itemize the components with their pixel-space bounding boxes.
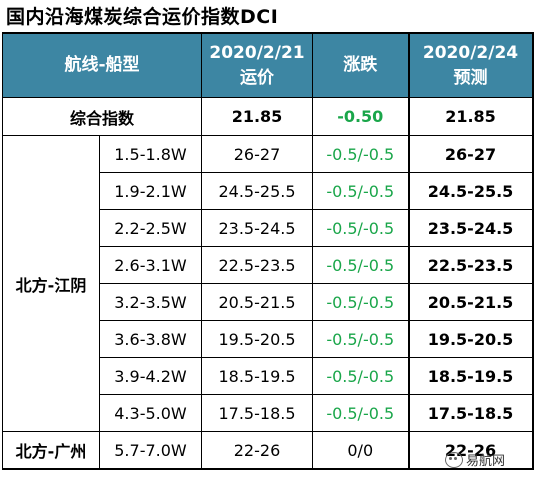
change-value: -0.5/-0.5: [312, 246, 409, 284]
change-value: -0.5/-0.5: [312, 209, 409, 247]
table-row: 2.2-2.5W 23.5-24.5 -0.5/-0.5 23.5-24.5: [3, 209, 534, 247]
price-range: 22.5-23.5: [201, 246, 313, 284]
composite-price: 21.85: [201, 97, 313, 136]
header-date2-sub: 预测: [453, 67, 488, 88]
price-range: 20.5-21.5: [201, 283, 313, 321]
header-date1: 2020/2/21 运价: [201, 32, 313, 98]
watermark-text: 易航网: [466, 454, 506, 469]
header-change: 涨跌: [312, 32, 409, 98]
forecast-value: 20.5-21.5: [407, 283, 534, 321]
table-row: 4.3-5.0W 17.5-18.5 -0.5/-0.5 17.5-18.5: [3, 394, 534, 432]
composite-forecast: 21.85: [407, 97, 534, 136]
price-range: 19.5-20.5: [201, 320, 313, 358]
price-range: 22-26: [201, 431, 313, 470]
header-date2-value: 2020/2/24: [422, 42, 519, 63]
forecast-value: 23.5-24.5: [407, 209, 534, 247]
price-range: 18.5-19.5: [201, 357, 313, 395]
ship-size: 1.5-1.8W: [99, 135, 202, 173]
change-value: -0.5/-0.5: [312, 320, 409, 358]
ship-size: 2.6-3.1W: [99, 246, 202, 284]
table-row: 北方-江阴 1.5-1.8W 26-27 -0.5/-0.5 26-27: [2, 135, 534, 432]
ship-size: 2.2-2.5W: [99, 209, 202, 247]
forecast-value: 19.5-20.5: [407, 320, 534, 358]
route-label: 北方-广州: [2, 431, 100, 470]
price-range: 26-27: [201, 135, 313, 173]
forecast-value: 22.5-23.5: [407, 246, 534, 284]
watermark: 易航网: [445, 450, 505, 469]
freight-index-table: 航线-船型 2020/2/21 运价 涨跌 2020/2/24 预测 综合指数 …: [2, 32, 534, 470]
forecast-value: 24.5-25.5: [407, 172, 534, 210]
change-value: 0/0: [312, 431, 409, 470]
change-value: -0.5/-0.5: [312, 172, 409, 210]
ship-size: 3.9-4.2W: [99, 357, 202, 395]
table-row: 2.6-3.1W 22.5-23.5 -0.5/-0.5 22.5-23.5: [3, 246, 534, 284]
table-header-row: 航线-船型 2020/2/21 运价 涨跌 2020/2/24 预测: [2, 32, 534, 98]
ship-size: 1.9-2.1W: [99, 172, 202, 210]
composite-row: 综合指数 21.85 -0.50 21.85: [2, 97, 534, 136]
table-row: 3.6-3.8W 19.5-20.5 -0.5/-0.5 19.5-20.5: [3, 320, 534, 358]
page-title: 国内沿海煤炭综合运价指数DCI: [6, 6, 279, 28]
table-row: 3.9-4.2W 18.5-19.5 -0.5/-0.5 18.5-19.5: [3, 357, 534, 395]
ship-size: 3.6-3.8W: [99, 320, 202, 358]
price-range: 17.5-18.5: [201, 394, 313, 432]
change-value: -0.5/-0.5: [312, 357, 409, 395]
composite-change: -0.50: [312, 97, 409, 136]
change-value: -0.5/-0.5: [312, 283, 409, 321]
composite-label: 综合指数: [2, 97, 202, 136]
table-row: 3.2-3.5W 20.5-21.5 -0.5/-0.5 20.5-21.5: [3, 283, 534, 321]
ship-size: 4.3-5.0W: [99, 394, 202, 432]
header-date2: 2020/2/24 预测: [407, 32, 534, 98]
change-value: -0.5/-0.5: [312, 394, 409, 432]
table-row: 1.9-2.1W 24.5-25.5 -0.5/-0.5 24.5-25.5: [3, 172, 534, 210]
forecast-value: 17.5-18.5: [407, 394, 534, 432]
forecast-value: 26-27: [407, 135, 534, 173]
price-range: 23.5-24.5: [201, 209, 313, 247]
header-date1-value: 2020/2/21: [209, 42, 305, 63]
forecast-value: 18.5-19.5: [407, 357, 534, 395]
price-range: 24.5-25.5: [201, 172, 313, 210]
ship-size: 5.7-7.0W: [99, 431, 202, 470]
route-label: 北方-江阴: [2, 135, 100, 432]
wechat-icon: [445, 451, 463, 468]
header-route-type: 航线-船型: [2, 32, 202, 98]
change-value: -0.5/-0.5: [312, 135, 409, 173]
header-date1-sub: 运价: [240, 67, 274, 88]
ship-size: 3.2-3.5W: [99, 283, 202, 321]
